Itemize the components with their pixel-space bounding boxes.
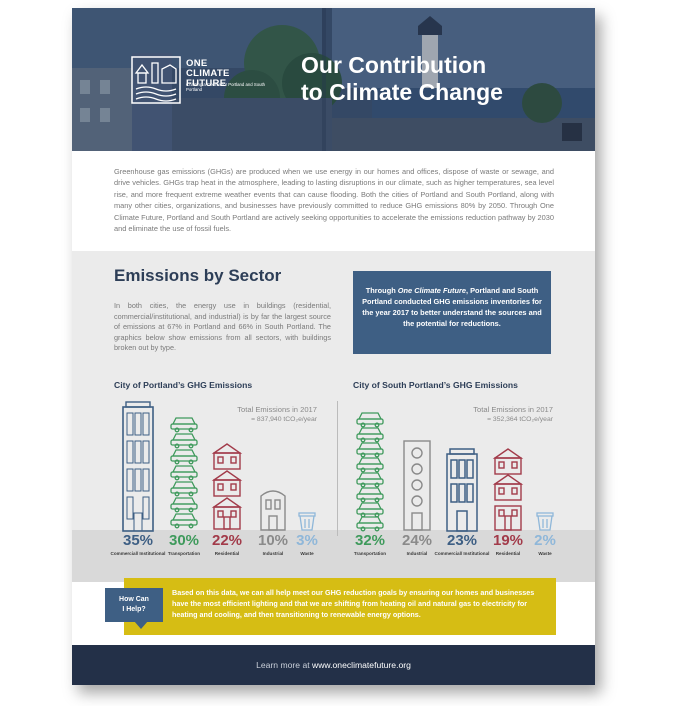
industrial-building-icon <box>260 490 286 531</box>
footer-bar: Learn more at www.oneclimatefuture.org <box>72 645 595 685</box>
header-photo <box>72 8 595 151</box>
waste-bin-icon <box>298 512 316 531</box>
portland-chart-title: City of Portland’s GHG Emissions <box>114 380 253 390</box>
portland-total-emissions: Total Emissions in 2017 = 837,940 tCO₂e/… <box>212 405 317 425</box>
logo-line-2: CLIMATE <box>186 68 230 79</box>
logo-line-1: ONE <box>186 58 208 69</box>
page-title: Our Contribution to Climate Change <box>301 52 503 106</box>
callout-text-post: , Portland and South Portland conducted … <box>362 286 542 328</box>
speech-bubble-tail-icon <box>134 621 148 629</box>
logo-line-3: FUTURE <box>186 78 227 89</box>
transportation-cars-icon <box>170 417 198 529</box>
logo-tagline: Charting a Course for Portland and South… <box>186 82 266 92</box>
portland-total-label: Total Emissions in 2017 <box>237 405 317 414</box>
chart-divider <box>337 401 338 536</box>
sp-waste-pct: 2% <box>534 532 556 549</box>
sp-transportation-pct: 32% <box>354 532 386 549</box>
callout-text-pre: Through <box>365 286 398 295</box>
sp-residential-pct: 19% <box>492 532 524 549</box>
sp-transportation-cars-icon <box>356 412 384 532</box>
portland-residential-label: Residential <box>214 551 240 556</box>
one-climate-future-logo: ONE CLIMATE FUTURE Charting a Course for… <box>131 55 272 105</box>
header-banner: ONE CLIMATE FUTURE Charting a Course for… <box>72 8 595 151</box>
portland-transportation-pct: 30% <box>168 532 200 549</box>
south-portland-total-emissions: Total Emissions in 2017 = 352,364 tCO₂e/… <box>448 405 553 425</box>
south-portland-total-value: = 352,364 tCO₂e/year <box>487 416 553 423</box>
footer-text: Learn more at <box>256 660 312 670</box>
south-portland-total-label: Total Emissions in 2017 <box>473 405 553 414</box>
sp-commercial-pct: 23% <box>446 532 478 549</box>
footer-website-link[interactable]: www.oneclimatefuture.org <box>312 660 411 670</box>
portland-industrial-pct: 10% <box>257 532 289 549</box>
how-can-i-help-panel <box>124 578 556 635</box>
how-can-i-help-text: Based on this data, we can all help meet… <box>172 588 535 620</box>
sp-transportation-label: Transportation <box>353 551 387 556</box>
sp-waste-bin-icon <box>536 512 554 531</box>
sp-commercial-label: Commercial/ Institutional <box>434 551 490 556</box>
sp-waste-label: Waste <box>538 551 552 556</box>
sp-residential-houses-icon <box>492 448 524 531</box>
sp-residential-label: Residential <box>495 551 521 556</box>
portland-commercial-pct: 35% <box>122 532 154 549</box>
bubble-line-1: How Can <box>119 596 149 603</box>
portland-commercial-label: Commercial/ Institutional <box>110 551 166 556</box>
bubble-line-2: I Help? <box>122 606 146 613</box>
sp-commercial-building-icon <box>446 448 478 532</box>
percent-band <box>72 530 595 582</box>
portland-waste-pct: 3% <box>296 532 318 549</box>
logo-mark-icon <box>131 56 181 104</box>
portland-industrial-label: Industrial <box>262 551 284 556</box>
portland-residential-pct: 22% <box>211 532 243 549</box>
section-lead-paragraph: In both cities, the energy use in buildi… <box>114 301 331 352</box>
south-portland-chart-title: City of South Portland’s GHG Emissions <box>353 380 518 390</box>
commercial-building-icon <box>122 401 154 532</box>
fact-sheet-page: ONE CLIMATE FUTURE Charting a Course for… <box>72 8 595 685</box>
logo-wordmark: ONE CLIMATE FUTURE <box>186 59 230 89</box>
section-heading: Emissions by Sector <box>114 266 282 285</box>
sp-industrial-building-icon <box>403 440 431 531</box>
title-line-1: Our Contribution <box>301 52 487 78</box>
portland-waste-label: Waste <box>300 551 314 556</box>
title-line-2: to Climate Change <box>301 79 503 105</box>
sp-industrial-pct: 24% <box>401 532 433 549</box>
callout-text-emphasis: One Climate Future <box>397 286 466 295</box>
inventory-callout: Through One Climate Future, Portland and… <box>353 271 551 354</box>
portland-total-value: = 837,940 tCO₂e/year <box>251 416 317 423</box>
sp-industrial-label: Industrial <box>406 551 428 556</box>
portland-transportation-label: Transportation <box>167 551 201 556</box>
how-can-i-help-bubble: How Can I Help? <box>105 588 163 622</box>
intro-paragraph: Greenhouse gas emissions (GHGs) are prod… <box>114 167 554 234</box>
residential-houses-icon <box>211 443 243 530</box>
